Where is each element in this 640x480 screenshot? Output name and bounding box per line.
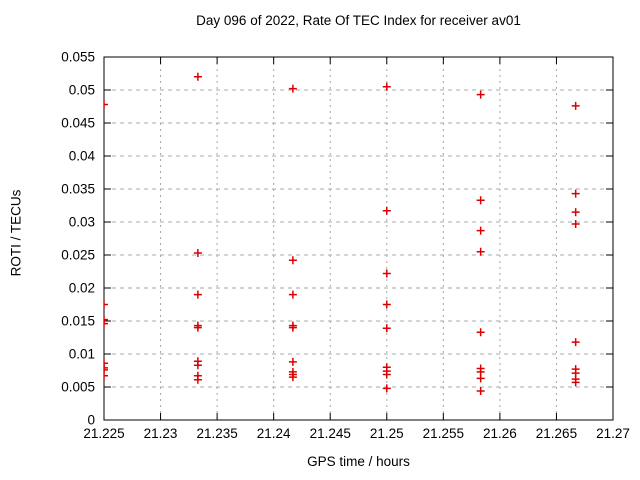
x-tick-label: 21.265 bbox=[536, 426, 577, 441]
y-tick-label: 0.04 bbox=[69, 149, 96, 164]
x-tick-label: 21.245 bbox=[310, 426, 351, 441]
data-point-marker bbox=[476, 328, 485, 337]
data-point-marker bbox=[382, 269, 391, 278]
x-tick-label: 21.23 bbox=[144, 426, 178, 441]
data-point-marker bbox=[288, 256, 297, 265]
data-point-marker bbox=[193, 375, 202, 384]
data-point-marker bbox=[104, 365, 108, 374]
data-point-marker bbox=[104, 363, 108, 372]
data-point-marker bbox=[288, 84, 297, 93]
data-point-marker bbox=[571, 338, 580, 347]
y-tick-label: 0.005 bbox=[61, 380, 95, 395]
data-point-marker bbox=[382, 300, 391, 309]
data-point-marker bbox=[104, 100, 108, 109]
data-point-marker bbox=[476, 374, 485, 383]
y-tick-label: 0.045 bbox=[61, 116, 95, 131]
data-point-marker bbox=[288, 323, 297, 332]
x-tick-label: 21.225 bbox=[83, 426, 124, 441]
x-tick-label: 21.26 bbox=[483, 426, 517, 441]
data-point-marker bbox=[288, 373, 297, 382]
data-point-marker bbox=[382, 206, 391, 215]
x-tick-label: 21.255 bbox=[423, 426, 464, 441]
data-points-group bbox=[104, 72, 580, 395]
data-point-marker bbox=[476, 226, 485, 235]
y-tick-label: 0.015 bbox=[61, 314, 95, 329]
x-tick-label: 21.24 bbox=[257, 426, 291, 441]
data-point-marker bbox=[193, 72, 202, 81]
y-tick-label: 0.025 bbox=[61, 248, 95, 263]
data-point-marker bbox=[104, 371, 108, 380]
data-point-marker bbox=[104, 359, 108, 368]
data-point-marker bbox=[476, 196, 485, 205]
data-point-marker bbox=[382, 82, 391, 91]
y-tick-label: 0.055 bbox=[61, 50, 95, 65]
x-tick-label: 21.235 bbox=[196, 426, 237, 441]
data-point-marker bbox=[104, 315, 108, 324]
y-tick-label: 0.01 bbox=[69, 347, 95, 362]
data-point-marker bbox=[382, 324, 391, 333]
data-point-marker bbox=[288, 290, 297, 299]
y-tick-label: 0.035 bbox=[61, 182, 95, 197]
data-point-marker bbox=[104, 300, 108, 309]
data-point-marker bbox=[193, 290, 202, 299]
chart-title: Day 096 of 2022, Rate Of TEC Index for r… bbox=[196, 13, 521, 28]
data-point-marker bbox=[193, 323, 202, 332]
plot-border bbox=[103, 56, 614, 421]
x-axis-label: GPS time / hours bbox=[307, 454, 410, 469]
data-point-marker bbox=[571, 378, 580, 387]
data-point-marker bbox=[193, 249, 202, 258]
data-point-marker bbox=[571, 101, 580, 110]
x-tick-label: 21.27 bbox=[596, 426, 630, 441]
y-tick-label: 0.05 bbox=[69, 83, 95, 98]
y-tick-label: 0.02 bbox=[69, 281, 95, 296]
data-point-marker bbox=[382, 370, 391, 379]
data-point-marker bbox=[476, 90, 485, 99]
data-point-marker bbox=[571, 208, 580, 217]
data-point-marker bbox=[571, 189, 580, 198]
data-point-marker bbox=[571, 219, 580, 228]
x-tick-label: 21.25 bbox=[370, 426, 404, 441]
data-point-marker bbox=[104, 319, 108, 328]
data-point-marker bbox=[476, 247, 485, 256]
data-point-marker bbox=[382, 384, 391, 393]
data-point-marker bbox=[288, 357, 297, 366]
y-tick-label: 0.03 bbox=[69, 215, 95, 230]
y-tick-label: 0 bbox=[87, 413, 95, 428]
data-point-marker bbox=[476, 386, 485, 395]
data-point-marker bbox=[193, 361, 202, 370]
